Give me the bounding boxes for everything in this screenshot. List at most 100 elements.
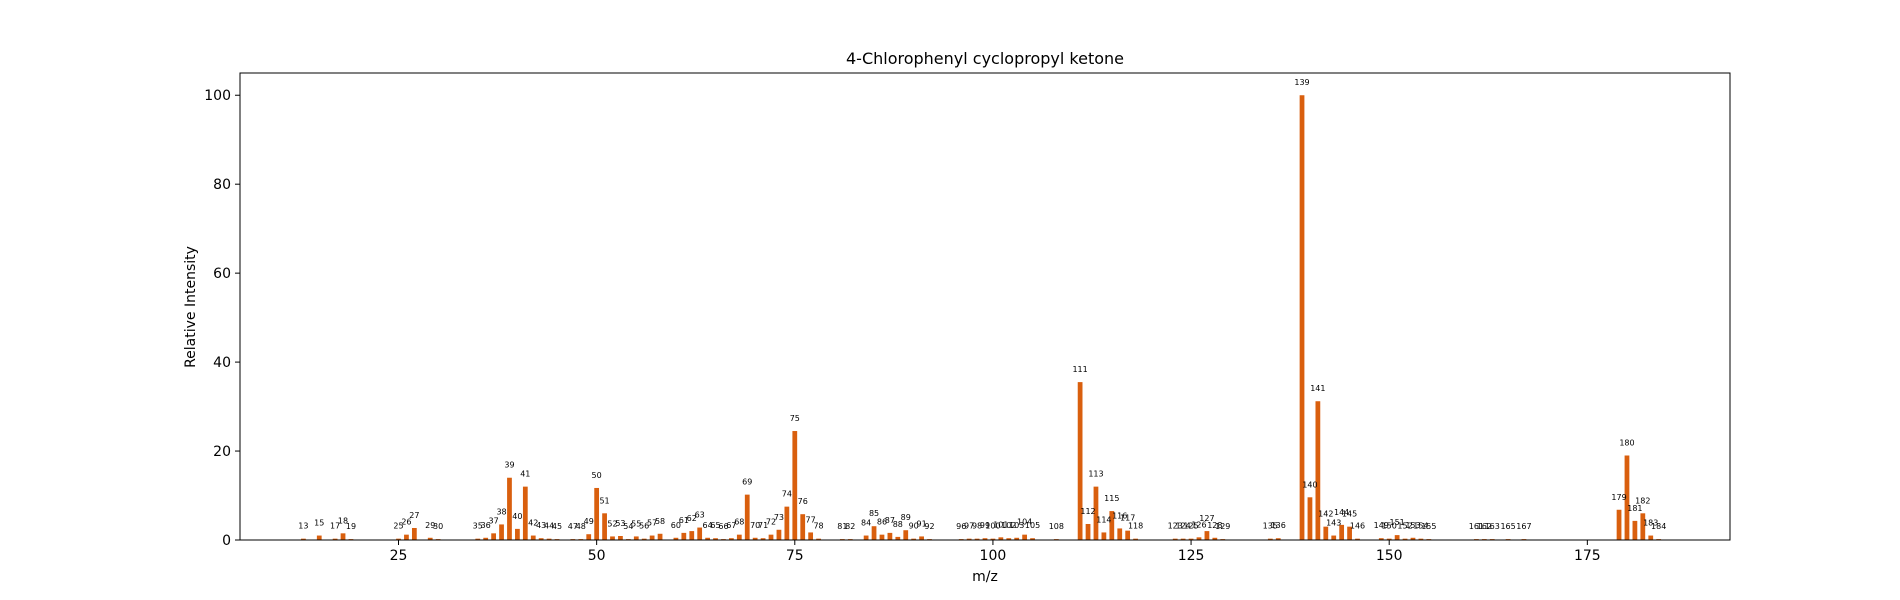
bar-mz-115 xyxy=(1109,511,1115,540)
bar-mz-18 xyxy=(340,533,346,540)
x-axis-label: m/z xyxy=(972,569,998,585)
bar-mz-64 xyxy=(705,537,710,540)
bar-label-mz-78: 78 xyxy=(813,522,823,531)
bar-mz-181 xyxy=(1632,520,1638,540)
bar-mz-42 xyxy=(530,535,536,540)
bar-mz-84 xyxy=(863,535,869,540)
y-tick-label: 40 xyxy=(213,355,231,371)
x-tick-label: 125 xyxy=(1178,548,1205,564)
bar-mz-26 xyxy=(404,534,409,540)
bar-label-mz-37: 37 xyxy=(489,516,499,525)
bar-label-mz-76: 76 xyxy=(798,497,808,506)
bar-label-mz-100: 100 xyxy=(985,522,1000,531)
bar-label-mz-17: 17 xyxy=(330,522,340,531)
bar-label-mz-128: 128 xyxy=(1207,521,1222,530)
bar-mz-128 xyxy=(1212,537,1218,540)
bar-label-mz-167: 167 xyxy=(1516,522,1531,531)
bar-label-mz-114: 114 xyxy=(1096,515,1111,524)
bar-label-mz-88: 88 xyxy=(893,520,903,529)
bar-label-mz-56: 56 xyxy=(639,522,649,531)
bar-label-mz-39: 39 xyxy=(504,461,514,470)
bar-label-mz-52: 52 xyxy=(607,519,617,528)
bar-mz-76 xyxy=(800,514,806,540)
bar-label-mz-181: 181 xyxy=(1627,504,1642,513)
x-tick-label: 75 xyxy=(786,548,804,564)
bar-label-mz-53: 53 xyxy=(615,519,625,528)
bar-mz-126 xyxy=(1196,537,1202,540)
bar-mz-40 xyxy=(515,528,520,540)
bar-label-mz-70: 70 xyxy=(750,521,760,530)
bar-mz-35 xyxy=(475,538,481,540)
bar-label-mz-41: 41 xyxy=(520,470,530,479)
bar-label-mz-67: 67 xyxy=(726,521,736,530)
bar-label-mz-38: 38 xyxy=(496,507,506,516)
bar-mz-68 xyxy=(736,534,742,540)
bar-label-mz-47: 47 xyxy=(568,522,578,531)
bar-label-mz-127: 127 xyxy=(1199,514,1214,523)
bar-mz-44 xyxy=(546,538,552,540)
bar-label-mz-112: 112 xyxy=(1080,507,1095,516)
bar-mz-69 xyxy=(744,494,750,540)
bar-label-mz-113: 113 xyxy=(1088,470,1103,479)
bar-label-mz-184: 184 xyxy=(1651,522,1666,531)
bar-label-mz-129: 129 xyxy=(1215,522,1230,531)
bar-mz-43 xyxy=(538,538,544,540)
bar-label-mz-125: 125 xyxy=(1183,522,1198,531)
bar-mz-146 xyxy=(1355,538,1360,540)
bar-mz-61 xyxy=(681,532,687,540)
x-axis: 25 50 75 100 125 150 175 xyxy=(390,540,1601,564)
y-tick-label: 60 xyxy=(213,266,231,282)
bar-label-mz-68: 68 xyxy=(734,518,744,527)
bar-mz-153 xyxy=(1410,537,1416,540)
bar-label-mz-82: 82 xyxy=(845,522,855,531)
chart-title: 4-Chlorophenyl cyclopropyl ketone xyxy=(846,49,1124,68)
x-tick-label: 150 xyxy=(1376,548,1403,564)
bar-mz-142 xyxy=(1323,526,1329,540)
y-tick-label: 100 xyxy=(204,88,231,104)
bar-mz-88 xyxy=(895,536,901,540)
bar-label-mz-26: 26 xyxy=(401,518,411,527)
bar-label-mz-126: 126 xyxy=(1191,520,1206,529)
bar-mz-183 xyxy=(1648,535,1654,540)
bar-label-mz-66: 66 xyxy=(718,522,728,531)
bar-mz-124 xyxy=(1180,538,1186,540)
bar-label-mz-50: 50 xyxy=(592,471,602,480)
bar-mz-135 xyxy=(1267,538,1273,540)
bar-label-mz-111: 111 xyxy=(1072,365,1087,374)
bar-label-mz-63: 63 xyxy=(695,511,705,520)
bar-mz-97 xyxy=(966,538,972,540)
bar-label-mz-13: 13 xyxy=(298,522,308,531)
y-axis: 0 20 40 60 80 100 xyxy=(204,88,240,549)
bar-label-mz-61: 61 xyxy=(679,516,689,525)
bar-label-mz-152: 152 xyxy=(1397,522,1412,531)
bar-mz-63 xyxy=(697,527,703,540)
bar-mz-103 xyxy=(1014,537,1020,540)
bar-mz-75 xyxy=(792,431,798,540)
bar-label-mz-104: 104 xyxy=(1017,518,1032,527)
bar-label-mz-57: 57 xyxy=(647,519,657,528)
bar-mz-77 xyxy=(808,532,814,540)
bar-label-mz-75: 75 xyxy=(790,414,800,423)
bar-mz-50 xyxy=(594,487,600,540)
bar-label-mz-115: 115 xyxy=(1104,494,1119,503)
bar-mz-65 xyxy=(713,538,718,540)
bar-label-mz-97: 97 xyxy=(964,522,974,531)
bar-mz-116 xyxy=(1117,528,1123,540)
bar-label-mz-58: 58 xyxy=(655,517,665,526)
bar-mz-139 xyxy=(1299,95,1305,541)
bar-label-mz-108: 108 xyxy=(1049,522,1064,531)
bar-label-mz-140: 140 xyxy=(1302,480,1317,489)
x-tick-label: 25 xyxy=(390,548,408,564)
bar-label-mz-87: 87 xyxy=(885,516,895,525)
bar-mz-112 xyxy=(1085,523,1091,540)
bar-mz-71 xyxy=(760,538,766,540)
bar-label-mz-77: 77 xyxy=(806,515,816,524)
bar-label-mz-162: 162 xyxy=(1477,522,1492,531)
y-tick-label: 80 xyxy=(213,177,231,193)
bar-label-mz-153: 153 xyxy=(1405,521,1420,530)
bar-mz-38 xyxy=(499,524,504,540)
bar-mz-67 xyxy=(729,538,734,540)
bar-mz-152 xyxy=(1402,538,1408,540)
bar-label-mz-102: 102 xyxy=(1001,521,1016,530)
bar-mz-15 xyxy=(316,535,322,540)
